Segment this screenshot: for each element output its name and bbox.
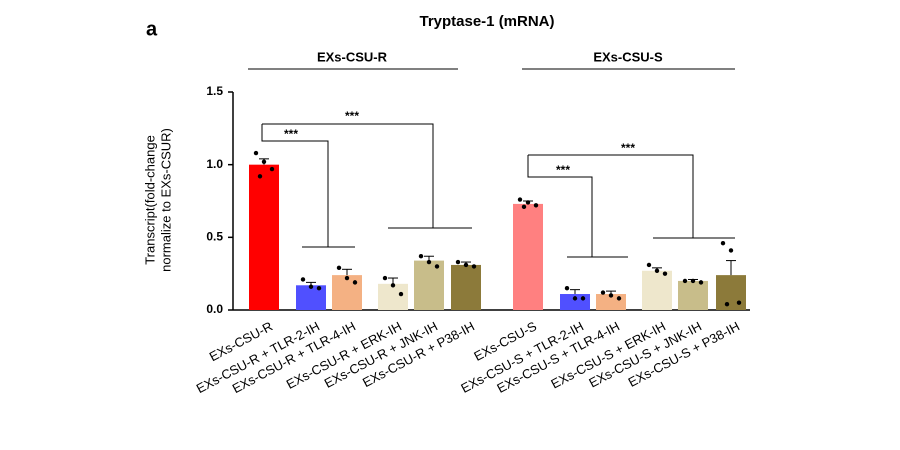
data-point <box>616 296 622 301</box>
data-point <box>344 275 350 281</box>
y-axis-title-line: Transcript(fold-change <box>142 135 157 265</box>
significance: *** *** *** *** <box>261 109 735 258</box>
data-point <box>533 203 539 208</box>
bar <box>332 275 362 310</box>
data-point <box>253 150 259 156</box>
data-point <box>572 296 578 301</box>
data-point <box>398 291 404 297</box>
panel-letter: a <box>146 18 158 40</box>
data-point <box>390 283 396 288</box>
bracket <box>261 124 329 247</box>
data-point <box>690 278 696 284</box>
y-tick-label: 1.0 <box>206 157 223 171</box>
data-point <box>308 284 314 289</box>
annotation: *** <box>345 109 359 123</box>
bar <box>451 264 481 310</box>
data-point <box>646 262 652 268</box>
data-point <box>434 264 440 269</box>
bracket <box>528 154 694 238</box>
data-point <box>455 259 461 265</box>
data-point <box>521 204 527 210</box>
group-label: EXs-CSU-S <box>593 49 663 64</box>
data-point <box>728 248 734 253</box>
data-point <box>600 290 606 295</box>
data-point <box>269 166 275 172</box>
data-point <box>257 174 263 179</box>
bar <box>716 275 746 310</box>
data-point <box>682 278 688 284</box>
data-point <box>418 254 424 259</box>
data-point <box>463 262 469 268</box>
data-point <box>654 268 660 273</box>
bar <box>414 260 444 310</box>
data-point <box>300 277 306 282</box>
data-point <box>724 301 730 307</box>
data-point <box>662 271 668 276</box>
y-tick-label: 1.5 <box>206 84 223 98</box>
y-tick-label: 0.5 <box>206 230 223 244</box>
bar <box>378 283 408 310</box>
bar <box>296 285 326 310</box>
data-point <box>720 240 726 246</box>
bar <box>678 280 708 310</box>
data-point <box>471 264 477 269</box>
data-point <box>698 280 704 285</box>
data-point <box>580 296 586 301</box>
data-point <box>608 293 614 298</box>
data-point <box>525 200 531 205</box>
annotation: *** <box>284 127 298 141</box>
bracket <box>527 155 593 257</box>
bar <box>513 203 543 310</box>
data-point <box>564 286 570 291</box>
data-point <box>736 300 742 305</box>
annotation: *** <box>621 141 635 155</box>
bracket <box>262 123 434 228</box>
y-axis-title: Transcript(fold-change normalize to EXs-… <box>142 128 173 272</box>
data-point <box>426 259 432 265</box>
bar <box>249 164 279 310</box>
data-point <box>517 197 523 202</box>
data-point <box>352 280 358 285</box>
y-axis-title-line: normalize to EXs-CSUR) <box>158 128 173 272</box>
y-tick-label: 0.0 <box>206 302 223 316</box>
data-point <box>261 159 267 164</box>
chart-title: Tryptase-1 (mRNA) <box>419 13 554 30</box>
annotation: *** <box>556 163 570 177</box>
bar <box>642 270 672 310</box>
data-point <box>316 286 322 291</box>
data-point <box>336 265 342 271</box>
data-point <box>382 275 388 281</box>
group-label: EXs-CSU-R <box>317 49 388 64</box>
